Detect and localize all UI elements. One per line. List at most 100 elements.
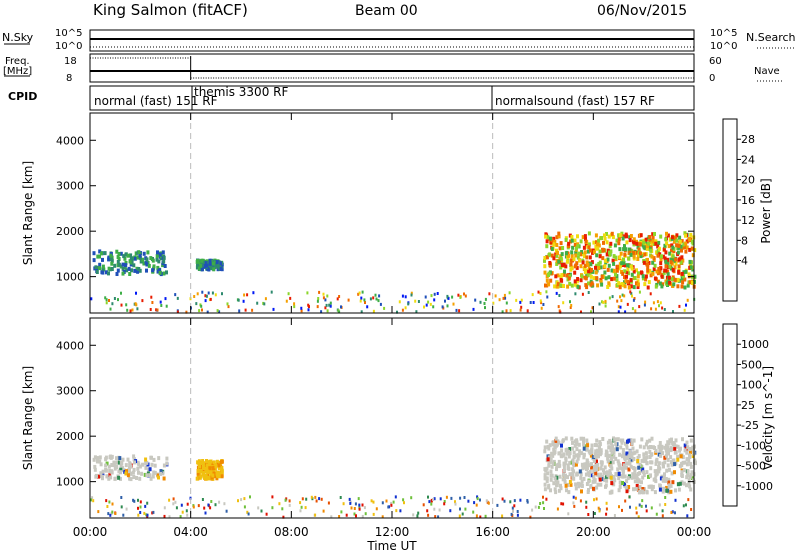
heatmap-cell	[623, 244, 626, 248]
heatmap-cell	[520, 305, 523, 309]
heatmap-cell	[688, 447, 692, 451]
heatmap-cell	[640, 504, 643, 508]
heatmap-cell	[415, 310, 418, 314]
heatmap-cell	[139, 511, 142, 514]
heatmap-cell	[576, 453, 580, 458]
time-axis: 00:00 04:00 08:00 12:00 16:00 20:00 00:00	[73, 525, 712, 539]
heatmap-cell	[246, 293, 249, 297]
heatmap-cell	[128, 259, 132, 264]
heatmap-cell	[636, 282, 640, 287]
heatmap-cell	[282, 515, 285, 519]
heatmap-cell	[336, 297, 339, 301]
heatmap-cell	[628, 495, 631, 499]
heatmap-cell	[326, 294, 329, 298]
heatmap-cell	[617, 471, 621, 476]
nave-tick-bottom: 0	[709, 73, 715, 84]
heatmap-cell	[265, 512, 268, 516]
heatmap-cell	[690, 246, 694, 251]
heatmap-cell	[226, 302, 229, 306]
colorbar-tick-label: 20	[741, 174, 755, 187]
heatmap-cell	[645, 504, 647, 508]
heatmap-cell	[620, 466, 624, 471]
heatmap-cell	[570, 250, 574, 255]
heatmap-cell	[597, 262, 601, 266]
heatmap-cell	[677, 269, 681, 274]
heatmap-cell	[585, 255, 589, 260]
heatmap-cell	[612, 254, 616, 259]
heatmap-cell	[132, 498, 135, 502]
heatmap-cell	[211, 291, 214, 295]
heatmap-cell	[243, 293, 246, 297]
heatmap-cell	[208, 466, 212, 471]
heatmap-cell	[117, 460, 121, 465]
heatmap-cell	[593, 479, 597, 484]
heatmap-cell	[671, 245, 675, 250]
heatmap-cell	[611, 235, 615, 240]
heatmap-cell	[664, 250, 668, 255]
heatmap-cell	[678, 235, 682, 240]
heatmap-cell	[598, 302, 601, 306]
heatmap-cell	[558, 294, 561, 297]
heatmap-cell	[158, 268, 161, 273]
heatmap-cell	[200, 267, 204, 272]
heatmap-cell	[658, 252, 662, 257]
heatmap-cell	[162, 463, 166, 468]
heatmap-cell	[621, 481, 625, 485]
heatmap-cell	[573, 279, 577, 284]
heatmap-cell	[505, 309, 508, 313]
heatmap-cell	[635, 476, 639, 481]
heatmap-cell	[665, 241, 669, 246]
heatmap-cell	[593, 454, 597, 458]
heatmap-cell	[149, 476, 153, 481]
heatmap-cell	[199, 461, 202, 466]
heatmap-cell	[664, 237, 668, 242]
heatmap-cell	[674, 438, 678, 443]
heatmap-cell	[560, 448, 564, 453]
heatmap-cell	[117, 262, 121, 267]
heatmap-cell	[559, 486, 563, 491]
heatmap-cell	[612, 276, 616, 281]
heatmap-cell	[557, 440, 561, 445]
heatmap-cell	[483, 302, 486, 305]
heatmap-cell	[206, 310, 209, 314]
heatmap-cell	[671, 441, 675, 446]
heatmap-cell	[638, 471, 642, 475]
heatmap-cell	[685, 457, 689, 462]
heatmap-cell	[568, 233, 572, 238]
heatmap-cell	[625, 270, 629, 275]
heatmap-cell	[609, 448, 613, 453]
heatmap-cell	[378, 294, 381, 298]
heatmap-cell	[611, 460, 615, 465]
heatmap-cell	[571, 458, 575, 463]
heatmap-cell	[564, 238, 568, 242]
heatmap-cell	[369, 297, 372, 301]
heatmap-cell	[548, 443, 552, 448]
heatmap-cell	[631, 294, 633, 298]
heatmap-cell	[610, 489, 614, 494]
heatmap-cell	[655, 250, 659, 255]
heatmap-cell	[427, 300, 430, 304]
heatmap-cell	[659, 266, 663, 271]
heatmap-cell	[101, 267, 105, 272]
heatmap-cell	[676, 457, 680, 462]
heatmap-cell	[257, 506, 260, 510]
power-ylabel: Slant Range [km]	[21, 161, 35, 265]
heatmap-cell	[652, 477, 656, 482]
colorbar-tick-label: 4	[741, 255, 748, 268]
heatmap-cell	[652, 301, 655, 305]
heatmap-cell	[135, 303, 138, 307]
heatmap-cell	[632, 438, 636, 443]
heatmap-cell	[647, 241, 651, 246]
heatmap-cell	[661, 282, 665, 287]
heatmap-cell	[163, 514, 166, 518]
heatmap-cell	[627, 485, 631, 489]
heatmap-cell	[99, 471, 103, 476]
heatmap-cell	[626, 476, 630, 481]
heatmap-cell	[689, 438, 693, 443]
heatmap-cell	[554, 443, 558, 448]
heatmap-cell	[623, 482, 626, 487]
heatmap-cell	[574, 282, 577, 287]
heatmap-cell	[358, 291, 361, 295]
heatmap-cell	[237, 499, 239, 503]
heatmap-cell	[546, 295, 549, 299]
